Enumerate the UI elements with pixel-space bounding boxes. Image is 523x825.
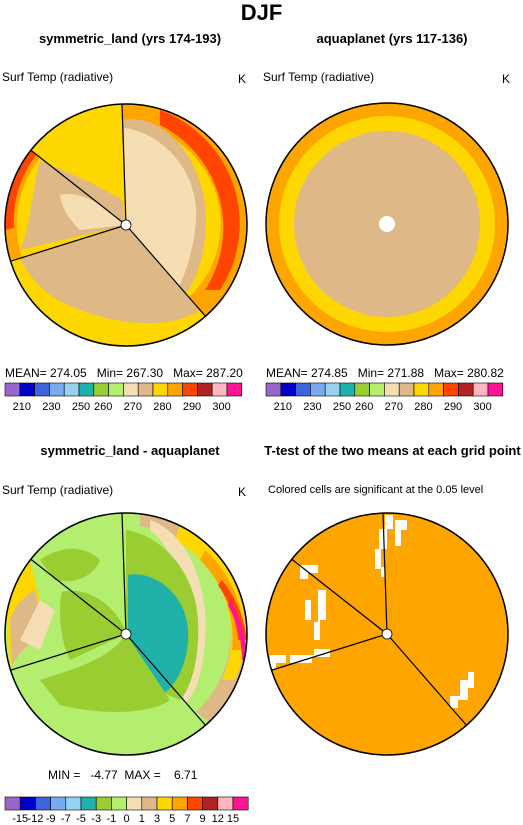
unit-label: K — [502, 72, 511, 86]
colorbar-difference-tick-label: -3 — [91, 813, 102, 825]
stats-aquaplanet: MEAN= 274.85 Min= 271.88 Max= 280.82 — [266, 366, 504, 380]
colorbar-difference-swatch — [202, 796, 219, 811]
colorbar-symmetric-land-tick-label: 230 — [42, 401, 61, 413]
unit-label: K — [238, 485, 247, 499]
colorbar-aquaplanet-swatch — [310, 382, 326, 397]
colorbar-aquaplanet-swatch — [443, 382, 459, 397]
colorbar-aquaplanet-swatch — [265, 382, 282, 397]
colorbar-symmetric-land-swatch — [182, 382, 198, 397]
colorbar-symmetric-land-swatch — [211, 382, 228, 397]
colorbar-difference-tick-label: -9 — [45, 813, 56, 825]
colorbar-difference-tick-label: 0 — [123, 813, 130, 825]
colorbar-aquaplanet-swatch — [354, 382, 370, 397]
colorbar-symmetric-land-swatch — [93, 382, 109, 397]
panel-title-ttest: T-test of the two means at each grid poi… — [264, 443, 521, 458]
colorbar-difference-swatch — [50, 796, 67, 811]
colorbar-difference-tick-label: 9 — [199, 813, 206, 825]
colorbar-difference-tick-label: 12 — [211, 813, 224, 825]
colorbar-aquaplanet-swatch — [428, 382, 444, 397]
colorbar-aquaplanet-swatch — [384, 382, 400, 397]
colorbar-aquaplanet-tick-label: 250 — [332, 401, 352, 413]
colorbar-symmetric-land-tick-label: 260 — [94, 401, 113, 413]
colorbar-symmetric-land-swatch — [4, 382, 21, 397]
colorbar-difference-tick-label: -12 — [27, 813, 44, 825]
colorbar-symmetric-land-swatch — [197, 382, 213, 397]
colorbar-symmetric-land-swatch — [49, 382, 65, 397]
colorbar-difference-swatch — [187, 796, 203, 811]
colorbar-aquaplanet-swatch — [324, 382, 341, 397]
colorbar-symmetric-land-swatch — [226, 382, 243, 397]
colorbar-symmetric-land-tick-label: 210 — [12, 401, 31, 413]
colorbar-symmetric-land-swatch — [108, 382, 124, 397]
figure-title: DJF — [240, 0, 283, 25]
colorbar-difference-tick-label: 7 — [184, 813, 191, 825]
colorbar-difference-tick-label: 5 — [169, 813, 176, 825]
colorbar-difference-swatch — [95, 796, 112, 811]
colorbar-aquaplanet-swatch — [295, 382, 311, 397]
colorbar-aquaplanet-tick-label: 280 — [414, 401, 433, 413]
colorbar-difference-swatch — [65, 796, 82, 811]
colorbar-aquaplanet-tick-label: 270 — [384, 401, 403, 413]
colorbar-aquaplanet-swatch — [339, 382, 356, 397]
colorbar-difference-swatch — [80, 796, 97, 811]
colorbar-difference-tick-label: 3 — [153, 813, 161, 825]
unit-label: K — [238, 72, 247, 86]
colorbar-symmetric-land-swatch — [19, 382, 35, 397]
colorbar-aquaplanet-swatch — [487, 382, 504, 397]
colorbar-symmetric-land-tick-label: 250 — [71, 401, 91, 413]
variable-label: Surf Temp (radiative) — [2, 483, 114, 497]
colorbar-difference-tick-label: -1 — [106, 813, 117, 825]
colorbar-symmetric-land-swatch — [63, 382, 80, 397]
panel-title-difference: symmetric_land - aquaplanet — [40, 443, 220, 458]
colorbar-difference-swatch — [111, 796, 127, 811]
colorbar-difference-tick-label: -5 — [76, 813, 86, 825]
colorbar-difference-tick-label: 15 — [226, 813, 240, 825]
colorbar-symmetric-land-swatch — [167, 382, 183, 397]
colorbar-aquaplanet-swatch — [398, 382, 415, 397]
colorbar-symmetric-land-tick-label: 280 — [153, 401, 172, 413]
colorbar-symmetric-land-swatch — [137, 382, 154, 397]
colorbar-symmetric-land-swatch — [123, 382, 139, 397]
colorbar-aquaplanet-swatch — [458, 382, 474, 397]
colorbar-difference-swatch — [35, 796, 51, 811]
colorbar-aquaplanet-swatch — [413, 382, 430, 397]
stats-difference: MIN = -4.77 MAX = 6.71 — [48, 768, 198, 782]
ttest-subtitle: Colored cells are significant at the 0.0… — [268, 484, 484, 496]
stats-symmetric-land: MEAN= 274.05 Min= 267.30 Max= 287.20 — [5, 366, 243, 380]
variable-label: Surf Temp (radiative) — [263, 70, 375, 84]
colorbar-difference-swatch — [171, 796, 188, 811]
colorbar-difference-swatch — [19, 796, 36, 811]
colorbar-aquaplanet-tick-label: 230 — [303, 401, 322, 413]
colorbar-aquaplanet-tick-label: 300 — [473, 401, 492, 413]
colorbar-aquaplanet-swatch — [472, 382, 489, 397]
colorbar-symmetric-land-swatch — [78, 382, 95, 397]
panel-title-symmetric-land: symmetric_land (yrs 174-193) — [38, 31, 222, 46]
colorbar-aquaplanet-tick-label: 260 — [355, 401, 374, 413]
colorbar-aquaplanet-swatch — [369, 382, 385, 397]
colorbar-difference-swatch — [4, 796, 21, 811]
variable-label: Surf Temp (radiative) — [2, 70, 114, 84]
colorbar-difference-tick-label: -7 — [60, 813, 71, 825]
panel-title-aquaplanet: aquaplanet (yrs 117-136) — [316, 31, 468, 46]
colorbar-difference-swatch — [126, 796, 143, 811]
colorbar-aquaplanet-swatch — [280, 382, 296, 397]
colorbar-symmetric-land-tick-label: 290 — [182, 401, 202, 413]
colorbar-difference-swatch — [156, 796, 173, 811]
colorbar-aquaplanet-tick-label: 290 — [443, 401, 463, 413]
colorbar-symmetric-land-tick-label: 270 — [123, 401, 142, 413]
colorbar-symmetric-land-swatch — [34, 382, 50, 397]
colorbar-symmetric-land-swatch — [152, 382, 169, 397]
colorbar-difference-swatch — [217, 796, 234, 811]
colorbar-difference-swatch — [141, 796, 158, 811]
colorbar-difference-tick-label: 1 — [138, 813, 145, 825]
colorbar-symmetric-land-tick-label: 300 — [212, 401, 231, 413]
colorbar-difference-tick-label: -15 — [12, 813, 29, 825]
colorbar-aquaplanet-tick-label: 210 — [273, 401, 292, 413]
colorbar-difference-swatch — [232, 796, 249, 811]
